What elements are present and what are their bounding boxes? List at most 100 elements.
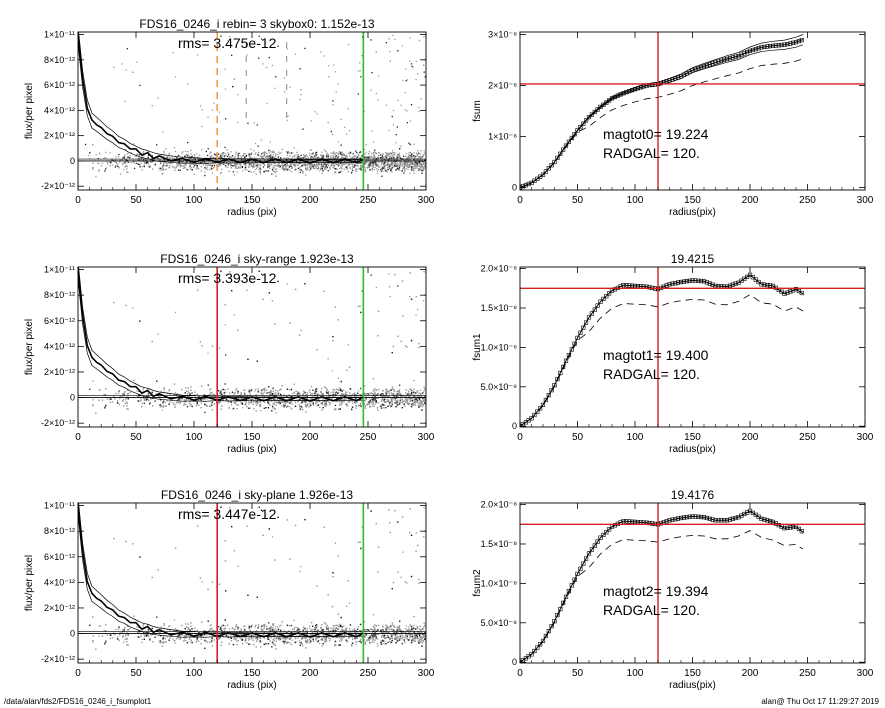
scatter-point	[267, 164, 269, 166]
scatter-point	[125, 149, 127, 151]
scatter-point	[191, 405, 193, 408]
scatter-point	[395, 163, 398, 165]
scatter-point	[248, 403, 250, 405]
scatter-point	[347, 171, 349, 173]
mean-profile-line	[78, 35, 364, 164]
scatter-point	[194, 155, 196, 157]
scatter-point	[396, 161, 398, 163]
y-tick-label: 1×10⁻¹¹	[44, 30, 75, 40]
scatter-point	[365, 162, 367, 165]
scatter-point	[414, 404, 416, 406]
scatter-point	[338, 163, 340, 165]
scatter-point	[421, 158, 423, 161]
scatter-point	[147, 165, 150, 167]
scatter-point	[259, 404, 261, 406]
scatter-point	[329, 168, 331, 170]
scatter-point	[372, 164, 375, 167]
scatter-point	[98, 162, 100, 165]
scatter-point	[253, 165, 255, 167]
scatter-point	[180, 161, 182, 163]
scatter-point	[303, 161, 305, 163]
scatter-point	[267, 165, 269, 167]
scatter-point	[424, 162, 426, 164]
scatter-point	[380, 169, 382, 171]
scatter-point	[320, 51, 322, 53]
scatter-point	[127, 161, 129, 163]
scatter-point	[397, 50, 399, 52]
scatter-point	[406, 163, 408, 165]
scatter-point	[125, 304, 127, 307]
scatter-point	[391, 156, 393, 158]
data-marker	[670, 77, 675, 82]
scatter-point	[228, 170, 230, 172]
scatter-point	[393, 153, 395, 155]
scatter-point	[321, 409, 323, 411]
scatter-point	[322, 161, 324, 163]
scatter-point	[327, 121, 329, 124]
scatter-point	[321, 401, 323, 403]
scatter-point	[320, 168, 322, 170]
scatter-point	[371, 168, 373, 170]
scatter-point	[340, 144, 342, 146]
scatter-point	[308, 160, 310, 162]
scatter-point	[293, 391, 295, 393]
scatter-point	[133, 379, 135, 381]
scatter-point	[413, 158, 415, 160]
scatter-point	[152, 159, 154, 161]
scatter-point	[197, 168, 199, 170]
scatter-point	[109, 161, 111, 163]
scatter-point	[365, 162, 367, 164]
scatter-point	[251, 401, 253, 404]
scatter-point	[103, 157, 105, 159]
scatter-point	[287, 159, 289, 161]
scatter-point	[318, 157, 320, 159]
scatter-point	[355, 394, 357, 396]
scatter-point	[225, 164, 227, 167]
scatter-point	[339, 401, 341, 403]
scatter-point	[405, 152, 407, 155]
scatter-point	[204, 167, 206, 169]
magnitude-annotation-1: magtot0= 19.224	[603, 126, 709, 142]
scatter-point	[420, 163, 423, 166]
scatter-point	[404, 163, 406, 165]
scatter-point	[421, 401, 423, 403]
scatter-point	[258, 401, 260, 403]
scatter-point	[251, 165, 253, 167]
scatter-point	[357, 165, 359, 167]
scatter-point	[415, 164, 418, 166]
scatter-point	[412, 159, 415, 161]
scatter-point	[269, 391, 271, 394]
scatter-point	[289, 406, 291, 408]
scatter-point	[269, 163, 271, 165]
scatter-point	[370, 164, 373, 166]
scatter-point	[286, 406, 288, 408]
data-marker	[618, 92, 623, 97]
scatter-point	[251, 281, 253, 283]
scatter-point	[337, 164, 339, 166]
scatter-point	[377, 165, 379, 167]
scatter-point	[405, 155, 407, 157]
scatter-point	[418, 402, 420, 404]
scatter-point	[214, 158, 217, 160]
scatter-point	[293, 400, 295, 402]
scatter-point	[313, 167, 316, 170]
scatter-point	[423, 386, 425, 388]
scatter-point	[255, 164, 257, 166]
scatter-point	[104, 170, 106, 172]
scatter-point	[382, 156, 384, 158]
scatter-point	[398, 153, 400, 156]
scatter-point	[221, 396, 223, 398]
scatter-point	[404, 345, 407, 347]
scatter-point	[421, 166, 423, 169]
scatter-point	[355, 155, 357, 157]
scatter-point	[412, 168, 415, 170]
scatter-point	[185, 161, 188, 163]
scatter-point	[257, 390, 260, 392]
scatter-point	[283, 394, 285, 396]
scatter-point	[277, 45, 279, 47]
scatter-point	[275, 412, 277, 414]
scatter-point	[417, 167, 419, 169]
data-marker	[529, 180, 534, 186]
scatter-point	[285, 159, 288, 161]
scatter-point	[381, 153, 384, 155]
